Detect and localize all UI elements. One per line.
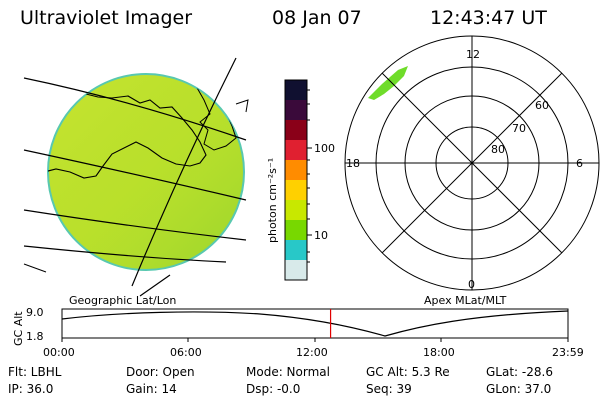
colorbar-segment: [285, 140, 307, 161]
apex-map-label: Apex MLat/MLT: [424, 294, 507, 307]
status-gain: Gain: 14: [126, 382, 177, 396]
status-filter: Flt: LBHL: [8, 365, 62, 379]
altitude-y-label: GC Alt: [12, 311, 25, 346]
colorbar-segments: [285, 80, 307, 281]
colorbar: 100 10 photon cm⁻²s⁻¹: [266, 79, 335, 281]
polar-grid: [344, 35, 600, 291]
coastline-outside: [23, 99, 249, 273]
colorbar-segment: [285, 180, 307, 201]
colorbar-segment: [285, 160, 307, 181]
colorbar-segment: [285, 120, 307, 141]
altitude-xtick-0600: 06:00: [170, 346, 202, 359]
altitude-xtick-0000: 00:00: [43, 346, 75, 359]
altitude-ytick-max: 9.0: [26, 306, 44, 319]
status-door: Door: Open: [126, 365, 195, 379]
mlat-label-80: 80: [491, 143, 505, 156]
colorbar-unit-label: photon cm⁻²s⁻¹: [266, 158, 279, 243]
polar-plot: 12 6 0 18 60 70 80: [344, 35, 600, 291]
colorbar-segment: [285, 220, 307, 241]
mlat-label-70: 70: [512, 122, 526, 135]
status-ip: IP: 36.0: [8, 382, 54, 396]
mlt-label-0: 0: [468, 278, 475, 291]
colorbar-segment: [285, 200, 307, 221]
colorbar-segment: [285, 240, 307, 261]
colorbar-tick-10: 10: [314, 229, 328, 242]
geographic-map: [23, 57, 249, 297]
status-glon: GLon: 37.0: [486, 382, 552, 396]
altitude-xtick-1800: 18:00: [423, 346, 455, 359]
altitude-ytick-min: 1.8: [26, 330, 44, 343]
colorbar-segment: [285, 100, 307, 121]
africa-coastline: [48, 92, 207, 179]
status-dsp: Dsp: -0.0: [246, 382, 301, 396]
colorbar-ticks: [307, 89, 312, 263]
geographic-map-label: Geographic Lat/Lon: [69, 294, 177, 307]
colorbar-frame: [284, 79, 308, 281]
app-title: Ultraviolet Imager: [20, 7, 193, 29]
mlat-label-60: 60: [535, 99, 549, 112]
colorbar-tick-100: 100: [314, 142, 335, 155]
mlt-label-12: 12: [466, 48, 480, 61]
status-mode: Mode: Normal: [246, 365, 330, 379]
mlt-label-18: 18: [346, 157, 360, 170]
mlt-label-6: 6: [576, 157, 583, 170]
altitude-xtick-1200: 12:00: [296, 346, 328, 359]
colorbar-segment: [285, 260, 307, 281]
disk-rim: [47, 73, 245, 271]
colorbar-segment: [285, 80, 307, 101]
altitude-ticks: [61, 338, 569, 342]
aurora-patch: [368, 66, 408, 100]
status-seq: Seq: 39: [366, 382, 412, 396]
status-glat: GLat: -28.6: [486, 365, 553, 379]
altitude-plot: GC Alt 9.0 1.8: [12, 306, 569, 346]
date-label: 08 Jan 07: [272, 7, 362, 29]
lat-lon-grid: [23, 57, 247, 297]
time-label: 12:43:47 UT: [430, 7, 547, 29]
altitude-xtick-2359: 23:59: [552, 346, 584, 359]
status-gc-alt: GC Alt: 5.3 Re: [366, 365, 450, 379]
altitude-curve: [61, 310, 569, 337]
